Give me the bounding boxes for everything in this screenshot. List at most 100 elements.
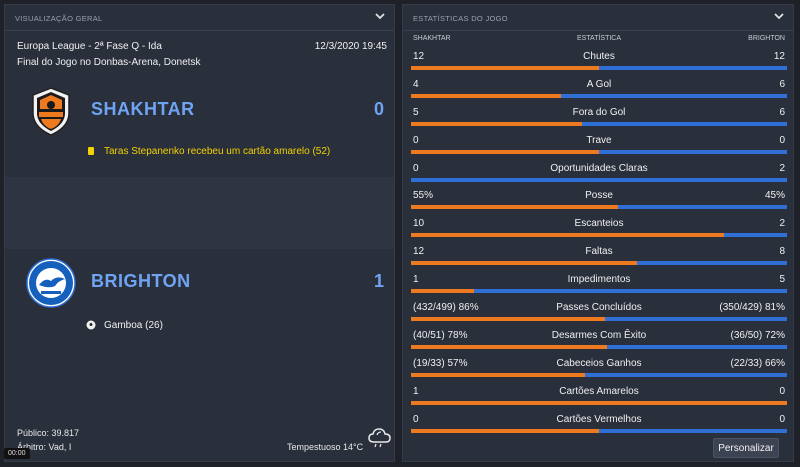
weather-label: Tempestuoso 14°C	[287, 442, 364, 452]
stat-row: 0 Oportunidades Claras 2	[411, 159, 787, 187]
shakhtar-crest-icon[interactable]	[25, 85, 77, 137]
stat-away-value: 2	[779, 162, 785, 174]
away-team-name[interactable]: BRIGHTON	[91, 271, 191, 291]
stat-home-value: (19/33) 57%	[413, 357, 468, 369]
home-team-score: 0	[373, 99, 384, 119]
home-event-text: Taras Stepanenko recebeu um cartão amare…	[104, 145, 331, 157]
stat-home-value: 0	[413, 162, 419, 174]
stat-row: 10 Escanteios 2	[411, 214, 787, 242]
stat-comparison-bar	[411, 428, 787, 433]
stat-home-share-fill	[411, 372, 586, 377]
stat-home-value: 55%	[413, 190, 434, 202]
stat-label: Faltas	[585, 246, 613, 258]
stat-comparison-bar	[411, 372, 787, 377]
stat-away-value: (36/50) 72%	[730, 329, 785, 341]
home-column-header: SHAKHTAR	[413, 35, 451, 42]
stat-comparison-bar	[411, 400, 787, 405]
stat-label: Cabeceios Ganhos	[556, 357, 642, 369]
stat-home-share-fill	[411, 233, 725, 238]
stat-home-value: (432/499) 86%	[413, 302, 479, 314]
home-event-item: Taras Stepanenko recebeu um cartão amare…	[85, 145, 330, 157]
stat-home-share-fill	[411, 344, 607, 349]
stat-away-value: 5	[779, 274, 785, 286]
stat-comparison-bar	[411, 66, 787, 70]
stat-home-value: 0	[413, 413, 419, 425]
venue-label: Final do Jogo no Donbas-Arena, Donetsk	[17, 57, 201, 68]
stat-away-value: (22/33) 66%	[730, 357, 785, 369]
stat-row: 0 Cartões Vermelhos 0	[411, 410, 787, 438]
stat-away-value: 6	[779, 78, 785, 90]
storm-cloud-icon	[368, 428, 391, 448]
stat-row: 12 Faltas 8	[411, 242, 787, 270]
match-stats-panel: ESTATÍSTICAS DO JOGO SHAKHTAR ESTATÍSTIC…	[402, 4, 794, 462]
stat-row: (40/51) 78% Desarmes Com Êxito (36/50) 72%	[411, 326, 787, 354]
stat-label: Trave	[586, 134, 612, 146]
stat-home-share-fill	[411, 121, 583, 126]
home-team-name[interactable]: SHAKHTAR	[91, 99, 195, 119]
stat-away-value: 0	[779, 413, 785, 425]
stats-title: ESTATÍSTICAS DO JOGO	[413, 14, 508, 23]
stat-row: 12 Chutes 12	[411, 47, 787, 75]
away-event-item: Gamboa (26)	[85, 319, 163, 331]
stat-comparison-bar	[411, 205, 787, 210]
stats-column-headers: SHAKHTAR ESTATÍSTICA BRIGHTON	[411, 35, 787, 45]
match-info: Europa League - 2ª Fase Q - Ida 12/3/202…	[17, 41, 387, 73]
stat-label: Posse	[585, 190, 613, 202]
match-overview-panel: VISUALIZAÇÃO GERAL Europa League - 2ª Fa…	[4, 4, 395, 462]
stat-comparison-bar	[411, 344, 787, 349]
brighton-crest-icon[interactable]	[25, 257, 77, 309]
stat-comparison-bar	[411, 149, 787, 154]
stat-label: Impedimentos	[567, 274, 631, 286]
stat-label: Cartões Vermelhos	[556, 413, 642, 425]
stat-label: Oportunidades Claras	[550, 162, 648, 174]
stat-away-value: 12	[773, 51, 785, 62]
customize-button[interactable]: Personalizar	[713, 438, 779, 458]
stat-home-value: 12	[413, 51, 425, 62]
stat-away-value: 2	[779, 218, 785, 230]
overview-title: VISUALIZAÇÃO GERAL	[15, 14, 103, 23]
stat-home-value: (40/51) 78%	[413, 329, 468, 341]
stat-comparison-bar	[411, 121, 787, 126]
stat-away-value: 0	[779, 385, 785, 397]
stat-home-share-fill	[411, 261, 637, 266]
stat-comparison-bar	[411, 93, 787, 98]
stat-away-value: 6	[779, 106, 785, 118]
stat-row: 55% Posse 45%	[411, 186, 787, 214]
competition-label: Europa League - 2ª Fase Q - Ida	[17, 41, 162, 52]
stat-home-value: 10	[413, 218, 425, 230]
away-team-score: 1	[373, 271, 384, 291]
stat-home-value: 0	[413, 134, 419, 146]
stats-header: ESTATÍSTICAS DO JOGO	[403, 5, 793, 31]
stat-row: (432/499) 86% Passes Concluídos (350/429) …	[411, 298, 787, 326]
home-team-block: SHAKHTAR 0 Taras Stepanenko recebeu um c…	[5, 81, 394, 179]
stat-away-value: (350/429) 81%	[719, 302, 785, 314]
stat-row: (19/33) 57% Cabeceios Ganhos (22/33) 66%	[411, 354, 787, 382]
stat-home-share-fill	[411, 289, 474, 294]
stat-home-share-fill	[411, 149, 599, 154]
stat-home-value: 1	[413, 274, 419, 286]
referee-label[interactable]: Árbitro: Vad, I	[17, 442, 72, 452]
stat-home-share-fill	[411, 317, 605, 322]
chevron-down-icon[interactable]	[374, 10, 386, 22]
match-datetime: 12/3/2020 19:45	[314, 41, 387, 52]
stat-home-share-fill	[411, 205, 618, 210]
stat-away-value: 8	[779, 246, 785, 258]
stat-label: Chutes	[583, 51, 615, 62]
stat-row: 1 Cartões Amarelos 0	[411, 382, 787, 410]
stat-home-value: 12	[413, 246, 425, 258]
stat-home-share-fill	[411, 428, 599, 433]
stat-comparison-bar	[411, 177, 787, 182]
stat-comparison-bar	[411, 233, 787, 238]
away-column-header: BRIGHTON	[748, 35, 785, 42]
stat-comparison-bar	[411, 289, 787, 294]
chevron-down-icon[interactable]	[773, 10, 785, 22]
overview-header: VISUALIZAÇÃO GERAL	[5, 5, 394, 31]
stat-row: 1 Impedimentos 5	[411, 270, 787, 298]
stat-label: Cartões Amarelos	[559, 385, 639, 397]
stat-rows: 12 Chutes 12 4 A Gol 6 5 Fora do Gol 6 0 Trave 0 0 Op…	[411, 47, 787, 437]
stat-label: Desarmes Com Êxito	[551, 329, 647, 341]
stat-home-value: 1	[413, 385, 419, 397]
stat-home-share-fill	[411, 400, 787, 405]
stat-label: Fora do Gol	[572, 106, 626, 118]
stat-home-share-fill	[411, 93, 562, 98]
